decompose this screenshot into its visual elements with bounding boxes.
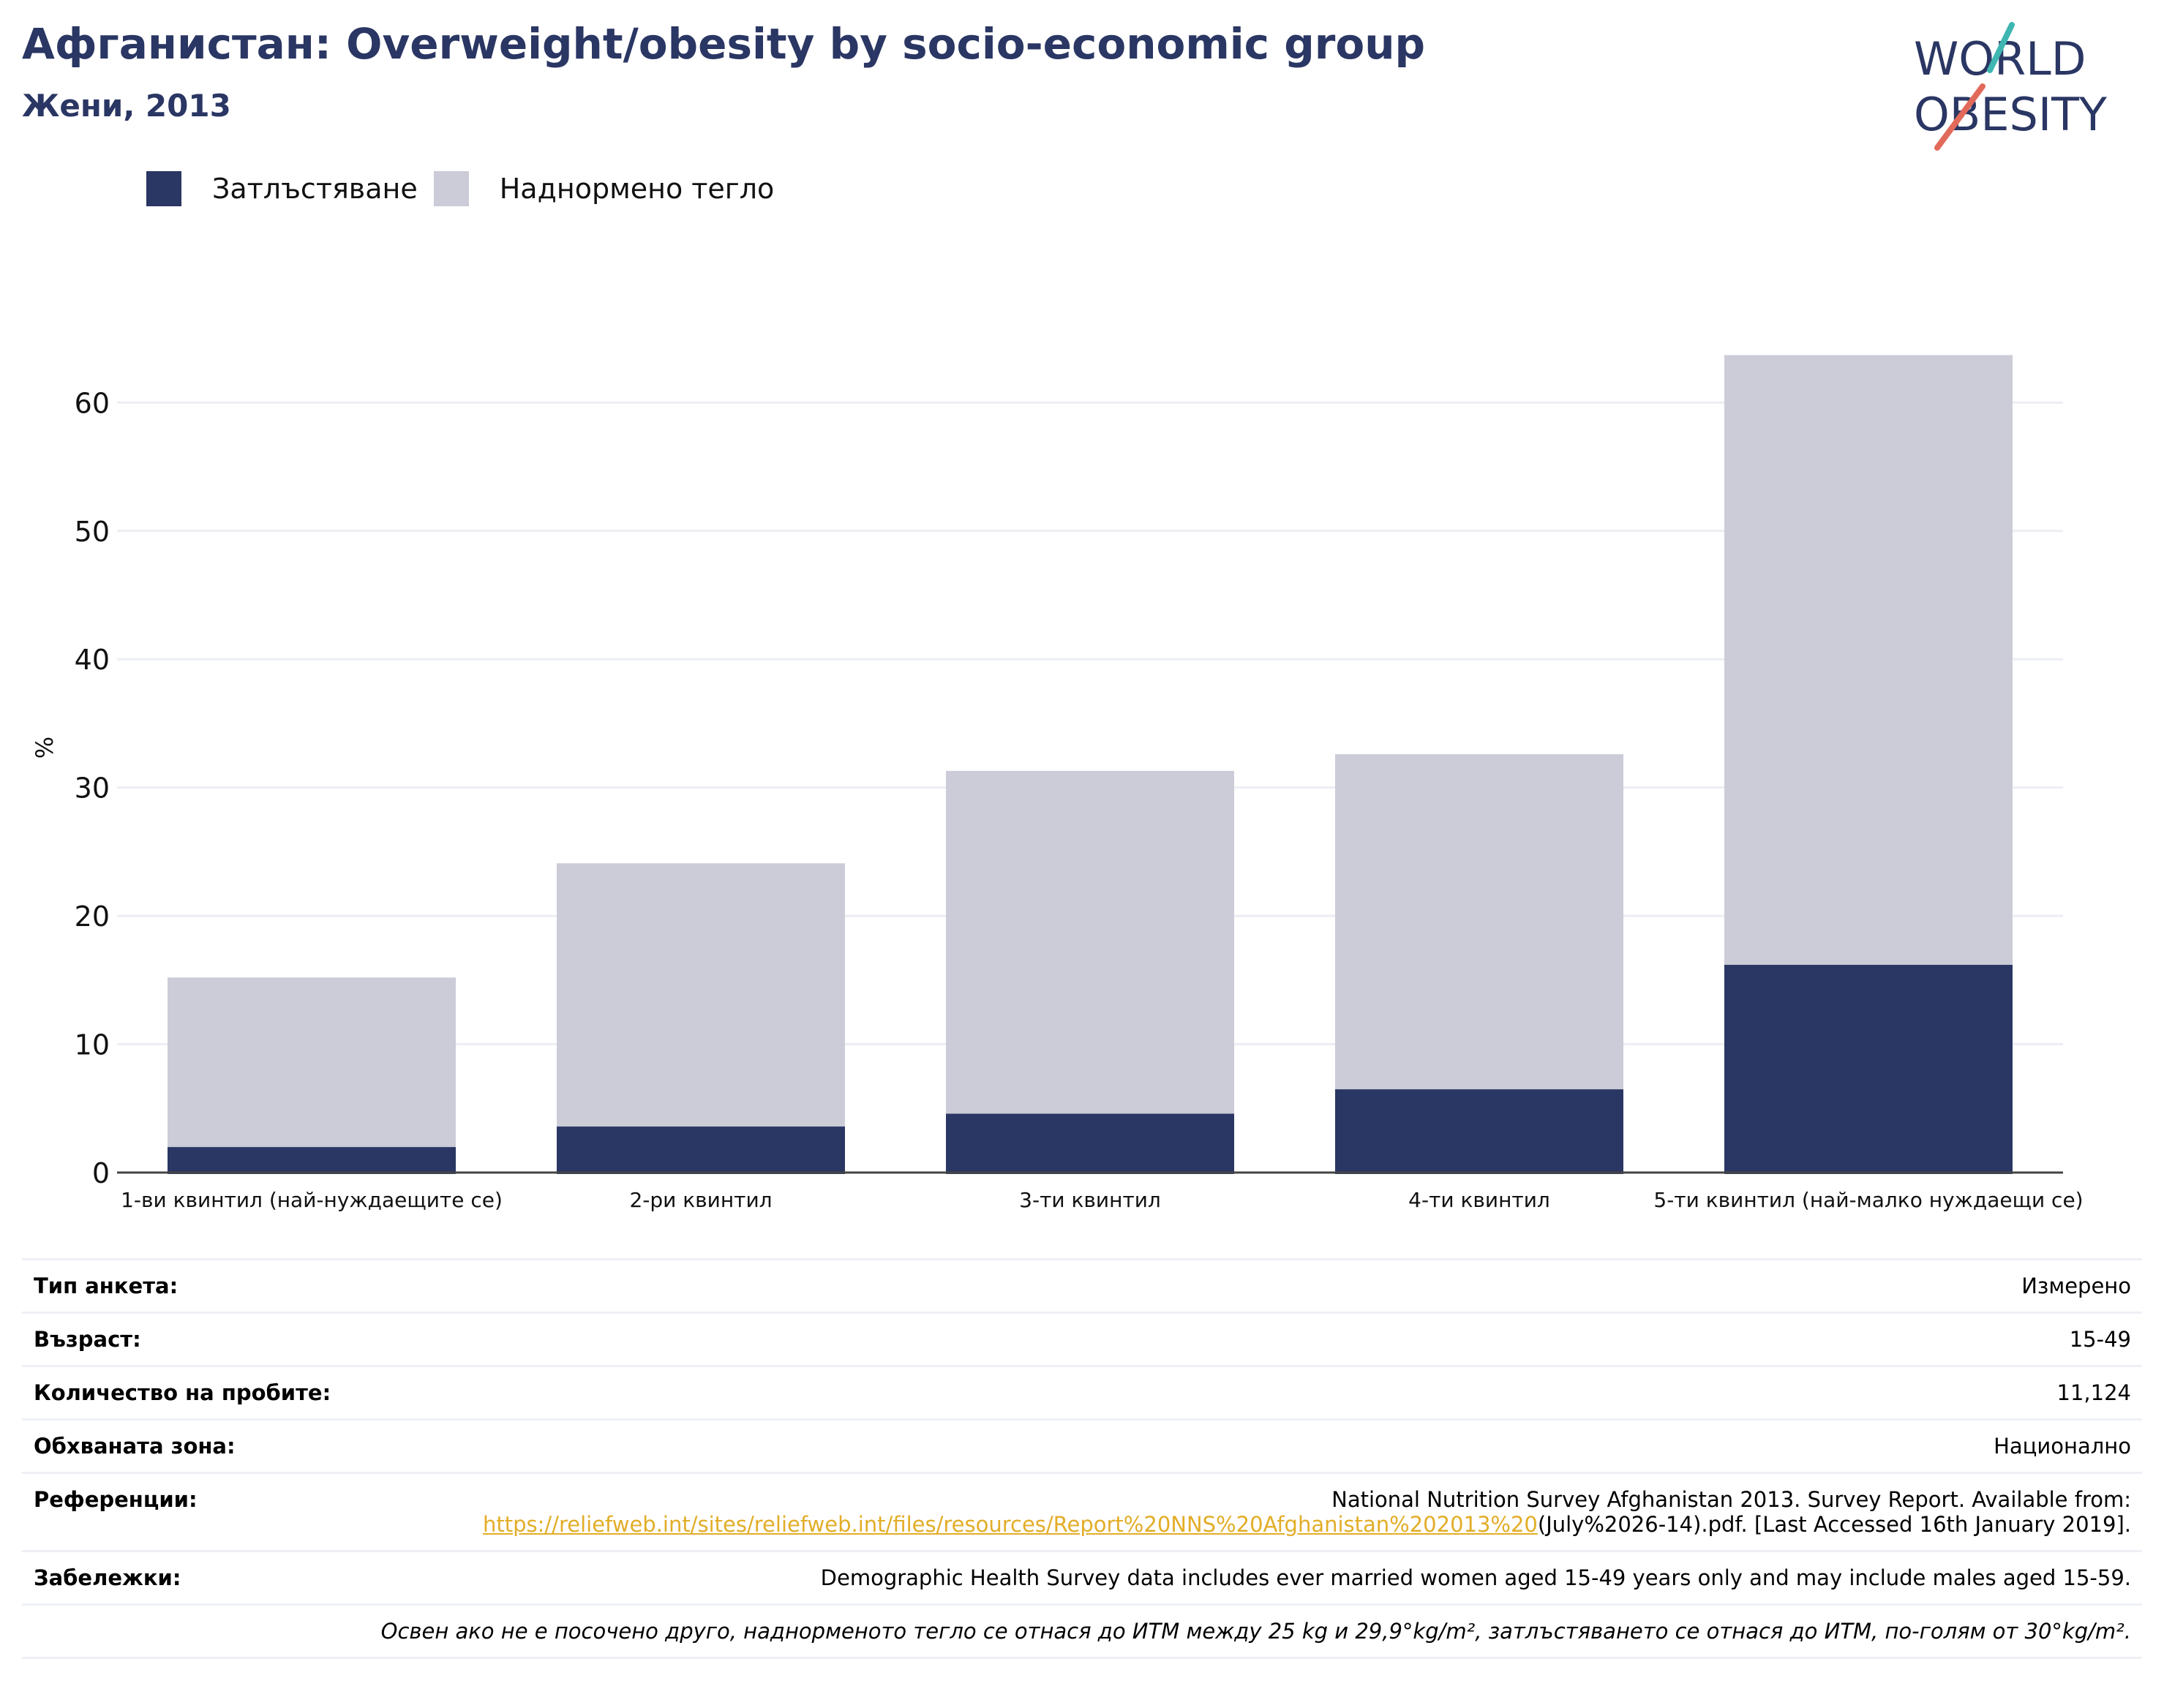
meta-value: Demographic Health Survey data includes … (820, 1565, 2131, 1590)
y-axis-label: % (31, 737, 59, 759)
bar-overweight (1724, 355, 2013, 966)
y-tick-label: 40 (75, 644, 110, 676)
meta-label: Възраст: (34, 1327, 141, 1352)
meta-row-sample-size: Количество на пробите: 11,124 (22, 1365, 2142, 1418)
meta-label: Тип анкета: (34, 1274, 179, 1298)
legend-swatch-obesity (146, 171, 181, 206)
bar-obesity (168, 1145, 456, 1174)
meta-row-area: Обхваната зона: Национално (22, 1418, 2142, 1472)
references-text: National Nutrition Survey Afghanistan 20… (1331, 1487, 2131, 1512)
references-value: National Nutrition Survey Afghanistan 20… (483, 1487, 2131, 1537)
y-tick-label: 10 (75, 1029, 110, 1061)
logo-line1: WORLD (1914, 32, 2086, 86)
bar-overweight (946, 770, 1234, 1114)
references-link[interactable]: https://reliefweb.int/sites/reliefweb.in… (483, 1512, 1538, 1537)
logo-teal-slash (1987, 22, 2015, 73)
stacked-bar-chart: 0 10 20 30 40 50 60% 1-ви квинтил (най-нуждаещи… (31, 355, 2084, 1212)
y-tick-label: 50 (75, 516, 110, 548)
bar-obesity (557, 1125, 845, 1174)
meta-label: Количество на пробите: (34, 1380, 331, 1405)
y-tick-label: 20 (75, 900, 110, 933)
legend-item-obesity[interactable]: Затлъстяване (146, 171, 418, 206)
bar-overweight (557, 863, 845, 1127)
legend-swatch-overweight (433, 171, 469, 206)
footnote: Освен ако не е посочено друго, наднормен… (380, 1619, 2131, 1644)
y-tick-label: 0 (92, 1157, 110, 1189)
x-tick-label: 4-ти квинтил (1408, 1188, 1550, 1212)
meta-value: Национално (1994, 1434, 2131, 1459)
meta-row-references: Референции: National Nutrition Survey Af… (22, 1472, 2142, 1550)
x-tick-label: 3-ти квинтил (1019, 1188, 1161, 1212)
x-tick-label: 1-ви квинтил (най-нуждаещите се) (121, 1188, 503, 1212)
meta-row-footnote: Освен ако не е посочено друго, наднормен… (22, 1603, 2142, 1659)
y-tick-label: 30 (75, 772, 110, 805)
chart-title: Афганистан: Overweight/obesity by socio-… (22, 19, 1426, 69)
bar-overweight (168, 977, 456, 1148)
meta-value: 15-49 (2069, 1327, 2131, 1352)
x-tick-label: 5-ти квинтил (най-малко нуждаещи се) (1653, 1188, 2083, 1212)
legend-item-overweight[interactable]: Наднормено тегло (433, 171, 775, 206)
bar-obesity (946, 1112, 1234, 1174)
meta-label: Референции: (34, 1487, 198, 1512)
y-tick-label: 60 (75, 387, 110, 419)
meta-label: Забележки: (34, 1565, 181, 1590)
bar-obesity (1335, 1088, 1623, 1174)
legend: Затлъстяване Наднормено тегло (146, 170, 790, 208)
meta-value: 11,124 (2056, 1380, 2131, 1405)
bar-obesity (1724, 963, 2013, 1174)
meta-row-survey-type: Тип анкета: Измерено (22, 1258, 2142, 1312)
world-obesity-logo: WORLD OBESITY (1914, 22, 2107, 151)
chart-subtitle: Жени, 2013 (22, 88, 231, 124)
meta-row-age: Възраст: 15-49 (22, 1312, 2142, 1365)
meta-value: Измерено (2021, 1274, 2131, 1298)
legend-label-obesity: Затлъстяване (212, 173, 418, 205)
metadata-table: Тип анкета: Измерено Възраст: 15-49 Коли… (22, 1258, 2142, 1659)
legend-label-overweight: Наднормено тегло (499, 173, 775, 205)
logo-coral-slash (1934, 83, 1985, 151)
bar-overweight (1335, 754, 1623, 1090)
references-text-after: (July%2026-14).pdf. [Last Accessed 16th … (1537, 1512, 2131, 1537)
x-tick-label: 2-ри квинтил (629, 1188, 772, 1212)
meta-row-notes: Забележки: Demographic Health Survey dat… (22, 1550, 2142, 1603)
meta-label: Обхваната зона: (34, 1434, 236, 1459)
